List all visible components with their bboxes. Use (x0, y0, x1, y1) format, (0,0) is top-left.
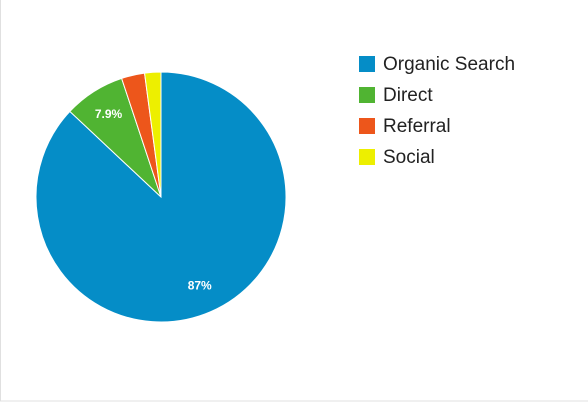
data-label: 87% (188, 279, 212, 293)
pie-slice (143, 71, 162, 198)
legend-swatch (359, 149, 375, 165)
data-label: 7.9% (95, 107, 123, 121)
legend-swatch (359, 87, 375, 103)
legend-label: Social (383, 147, 435, 168)
legend-swatch (359, 118, 375, 134)
legend-swatch (359, 56, 375, 72)
legend-label: Organic Search (383, 54, 515, 75)
legend-label: Direct (383, 85, 433, 106)
legend-label: Referral (383, 116, 451, 137)
pie-slice (35, 71, 287, 323)
